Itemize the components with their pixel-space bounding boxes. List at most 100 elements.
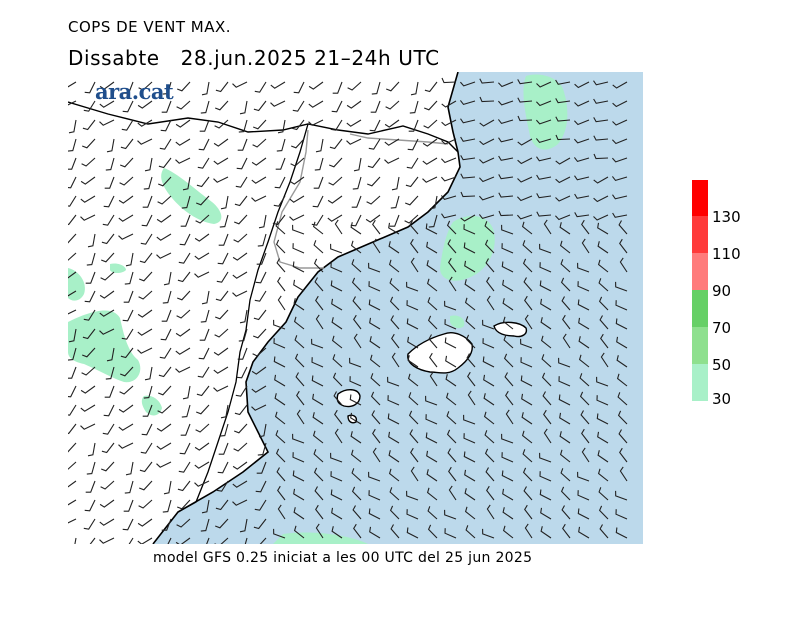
wind-barb <box>194 252 210 260</box>
wind-barb <box>274 393 286 406</box>
wind-barb <box>68 499 77 506</box>
wind-barb <box>580 410 590 425</box>
wind-zone <box>523 74 568 150</box>
wind-barb <box>445 374 457 387</box>
wind-barb <box>502 507 514 520</box>
wind-barb <box>543 219 552 235</box>
map-title: COPS DE VENT MAX. <box>68 18 232 36</box>
wind-barb <box>68 480 77 488</box>
wind-barb <box>294 335 305 349</box>
wind-barb <box>219 214 229 228</box>
wind-barb <box>293 507 305 520</box>
wind-barb <box>255 480 267 493</box>
wind-barb <box>198 138 210 151</box>
wind-barb <box>118 404 134 413</box>
wind-barb <box>179 233 191 246</box>
wind-barb <box>427 315 438 330</box>
wind-barb <box>388 431 400 444</box>
wind-barb <box>349 357 362 368</box>
wind-barb <box>137 119 153 127</box>
wind-barb <box>521 393 533 406</box>
wind-barb <box>577 262 590 273</box>
wind-barb <box>600 352 609 368</box>
wind-barb <box>238 328 248 342</box>
wind-barb <box>331 100 343 113</box>
wind-barb <box>464 279 476 292</box>
wind-barb <box>593 98 609 104</box>
wind-barb <box>369 317 381 330</box>
wind-barb <box>68 461 77 470</box>
wind-barb <box>277 295 286 311</box>
wind-barb <box>577 299 590 311</box>
wind-barb <box>273 338 286 349</box>
wind-barb <box>176 100 191 110</box>
wind-barb <box>596 376 609 387</box>
wind-barb <box>540 335 552 349</box>
wind-barb <box>82 138 96 149</box>
wind-barb <box>573 138 590 144</box>
wind-barb <box>293 525 305 539</box>
wind-barb <box>372 219 381 235</box>
wind-barb <box>84 290 96 303</box>
wind-barb <box>597 241 609 254</box>
wind-barb <box>89 537 96 544</box>
wind-barb <box>272 214 286 226</box>
wind-barb <box>425 414 438 425</box>
wind-barb <box>422 138 438 147</box>
wind-barb <box>410 466 419 482</box>
wind-barb <box>352 505 362 520</box>
wind-barb <box>334 409 343 425</box>
wind-barb <box>440 195 457 201</box>
wind-barb <box>314 486 324 501</box>
wind-barb <box>482 528 495 539</box>
wind-barb <box>292 100 305 112</box>
wind-barb <box>239 100 248 115</box>
wind-barb <box>138 290 153 300</box>
wind-barb <box>579 391 590 406</box>
wind-barb <box>389 487 400 501</box>
wind-barb <box>498 81 514 88</box>
wind-barb <box>314 277 324 292</box>
wind-barb <box>555 134 571 141</box>
wind-barb <box>315 523 324 539</box>
wind-barb <box>143 385 153 399</box>
wind-barb <box>232 461 248 470</box>
wind-barb <box>429 371 438 387</box>
wind-barb <box>139 252 153 264</box>
wind-barb <box>291 119 305 131</box>
wind-barb <box>504 372 514 387</box>
wind-barb <box>238 119 248 133</box>
wind-barb <box>502 279 514 292</box>
wind-barb <box>484 430 495 444</box>
wind-barb <box>599 315 609 330</box>
wind-barb <box>498 137 514 143</box>
wind-barb <box>555 116 571 122</box>
wind-barb <box>448 276 457 292</box>
wind-barb <box>372 238 381 254</box>
wind-barb <box>293 279 305 292</box>
wind-barb <box>521 412 533 425</box>
wind-barb <box>177 271 191 283</box>
wind-barb <box>213 366 229 374</box>
wind-barb <box>125 461 134 476</box>
wind-barb <box>479 176 495 183</box>
wind-barb <box>406 281 419 292</box>
wind-barb <box>251 385 267 393</box>
wind-barb <box>520 357 533 368</box>
wind-barb <box>405 176 419 188</box>
wind-barb <box>370 373 381 387</box>
wind-barb <box>254 499 267 511</box>
wind-zone <box>110 263 126 273</box>
wind-barb <box>425 432 438 444</box>
wind-barb <box>539 489 552 501</box>
wind-barb <box>498 210 514 217</box>
wind-barb <box>236 366 248 379</box>
wind-barb <box>368 490 381 501</box>
wind-barb <box>100 480 115 490</box>
wind-barb <box>180 423 191 436</box>
wind-barb <box>407 355 419 368</box>
wind-barb <box>484 448 495 463</box>
wind-barb <box>611 157 628 163</box>
wind-barb <box>315 314 324 330</box>
wind-barb <box>521 221 533 235</box>
